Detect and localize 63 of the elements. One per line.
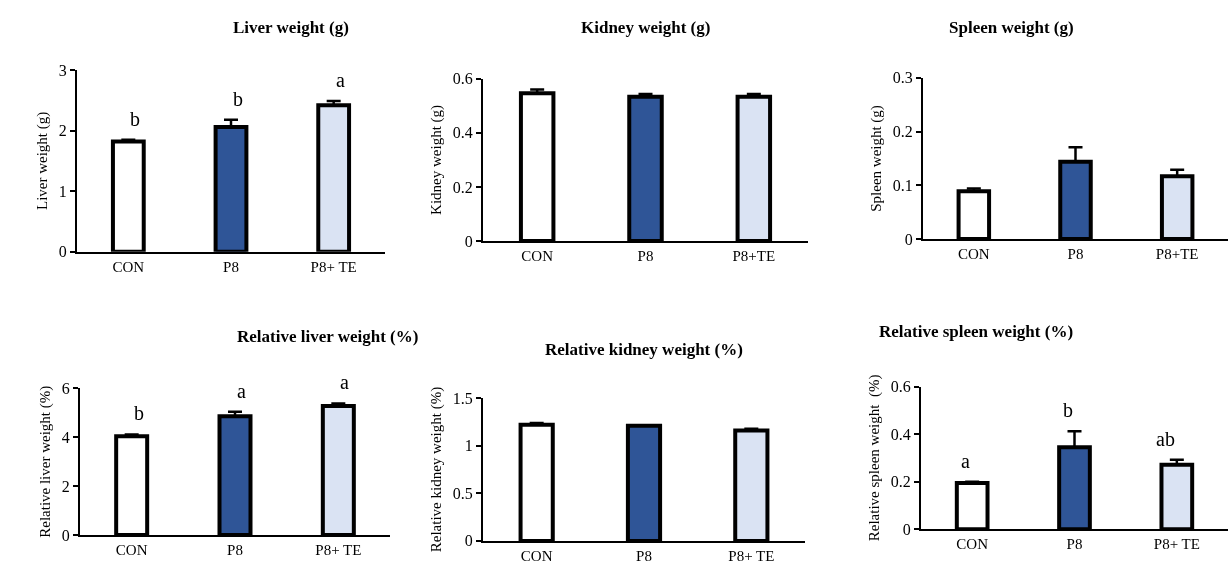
annotation: b [130, 108, 140, 130]
y-tick-label: 0 [464, 532, 473, 550]
y-tick-label: 1.5 [452, 389, 473, 407]
chart-title: Spleen weight (g) [949, 18, 1074, 37]
x-tick-label: P8 [223, 258, 239, 275]
x-tick-label: CON [115, 542, 148, 559]
annotation: a [961, 450, 970, 472]
annotation: a [336, 69, 345, 91]
annotation: b [233, 88, 243, 110]
x-tick-label: P8+ TE [315, 542, 362, 559]
annotation: b [1063, 399, 1073, 421]
chart-title: Relative liver weight (%) [237, 327, 419, 346]
y-tick-label: 0.1 [892, 176, 913, 194]
x-tick-label: CON [520, 547, 553, 564]
x-tick-label: P8+ TE [310, 258, 357, 275]
x-tick-label: P8+TE [732, 247, 776, 264]
x-tick-label: CON [956, 536, 989, 553]
annotation: a [237, 380, 246, 402]
x-tick-label: CON [521, 247, 554, 264]
y-tick-label: 0 [58, 243, 67, 261]
x-tick-label: CON [112, 258, 145, 275]
chart-title: Relative kidney weight (%) [545, 340, 743, 359]
y-tick-label: 0 [61, 526, 70, 544]
y-tick-label: 0.2 [452, 178, 473, 196]
x-tick-label: P8 [1067, 246, 1084, 263]
y-tick-label: 1 [464, 437, 473, 455]
annotation: a [340, 371, 349, 393]
chart-title: Relative spleen weight (%) [879, 322, 1074, 341]
y-tick-label: 0.2 [890, 473, 911, 491]
x-tick-label: P8+ TE [728, 547, 775, 564]
y-tick-label: 2 [61, 477, 70, 495]
y-axis-title: Relative liver weight (%) [36, 385, 54, 538]
x-tick-label: P8 [636, 547, 652, 564]
y-tick-label: 0.4 [452, 124, 473, 142]
x-tick-label: P8 [637, 247, 654, 264]
y-axis-title: Relative spleen weight (%) [865, 374, 883, 542]
y-tick-label: 0 [904, 230, 913, 248]
y-axis-title: Relative kidney weight (%) [427, 386, 445, 553]
y-tick-label: 0.3 [892, 69, 913, 87]
y-tick-label: 1 [58, 182, 67, 200]
x-tick-label: P8+ TE [1153, 536, 1200, 553]
y-tick-label: 0.5 [452, 484, 473, 502]
y-tick-label: 3 [58, 61, 67, 79]
y-axis-title: Kidney weight (g) [427, 104, 445, 215]
x-tick-label: CON [957, 246, 990, 263]
y-axis-title: Liver weight (g) [33, 111, 51, 211]
annotation: ab [1156, 428, 1175, 450]
y-tick-label: 0 [902, 520, 911, 538]
y-axis-title: Spleen weight (g) [867, 105, 885, 212]
y-tick-label: 0.6 [452, 70, 473, 88]
y-tick-label: 0.4 [890, 425, 911, 443]
x-tick-label: P8 [227, 542, 243, 559]
y-tick-label: 0 [464, 232, 473, 250]
annotation: b [134, 402, 144, 424]
y-tick-label: 6 [61, 380, 70, 398]
chart-title: Kidney weight (g) [581, 18, 711, 37]
chart-title: Liver weight (g) [233, 18, 349, 37]
x-tick-label: P8+TE [1155, 246, 1199, 263]
y-tick-label: 2 [58, 122, 67, 140]
x-tick-label: P8 [1066, 536, 1083, 553]
y-tick-label: 0.2 [892, 123, 913, 141]
y-tick-label: 4 [61, 428, 70, 446]
y-tick-label: 0.6 [890, 378, 911, 396]
